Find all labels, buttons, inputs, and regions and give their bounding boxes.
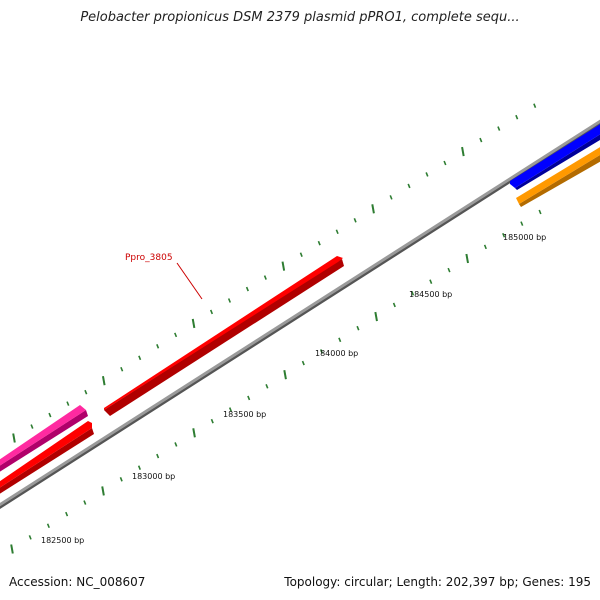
outer-tick-0 — [12, 433, 16, 443]
outer-tick-25 — [461, 146, 465, 157]
outer-tick-10 — [191, 318, 196, 329]
inner-tick-21 — [392, 302, 396, 308]
inner-tick-14 — [265, 384, 269, 389]
gene-red-left[interactable] — [0, 421, 94, 500]
inner-tick-10 — [192, 428, 196, 438]
outer-tick-22 — [407, 183, 411, 189]
outer-tick-12 — [227, 298, 232, 303]
inner-tick-9 — [174, 442, 178, 447]
tick-label-185000: 185000 bp — [503, 233, 546, 242]
gene-label-leader — [176, 262, 203, 300]
map-title: Pelobacter propionicus DSM 2379 plasmid … — [80, 10, 520, 25]
inner-tick-4 — [83, 500, 87, 505]
outer-tick-29 — [533, 103, 537, 108]
outer-tick-21 — [389, 195, 393, 200]
tick-label-184500: 184500 bp — [409, 290, 452, 299]
inner-tick-28 — [520, 221, 524, 226]
inner-tick-23 — [429, 279, 433, 285]
inner-tick-25 — [465, 253, 469, 264]
inner-tick-11 — [210, 418, 214, 424]
outer-tick-8 — [156, 344, 160, 349]
gene-label-ppro-3805[interactable]: Ppro_3805 — [125, 253, 173, 263]
inner-tick-12 — [228, 407, 233, 412]
tick-label-182500: 182500 bp — [41, 536, 84, 545]
outer-tick-2 — [48, 412, 52, 418]
outer-tick-17 — [317, 240, 321, 246]
inner-tick-0 — [10, 544, 14, 554]
inner-tick-8 — [156, 453, 160, 459]
tick-label-183000: 183000 bp — [132, 472, 175, 481]
outer-tick-28 — [515, 114, 519, 120]
outer-tick-3 — [66, 401, 70, 406]
inner-tick-18 — [338, 337, 342, 343]
inner-tick-5 — [101, 486, 105, 496]
outer-tick-13 — [245, 286, 249, 292]
gene-pink-left[interactable] — [0, 405, 88, 478]
accession-text: Accession: NC_008607 — [9, 575, 146, 589]
backbone-line — [0, 119, 600, 507]
inner-tick-29 — [538, 209, 542, 215]
outer-tick-15 — [281, 261, 286, 271]
inner-tick-6 — [119, 476, 123, 482]
outer-tick-1 — [30, 424, 34, 429]
gene-blue-right[interactable] — [510, 118, 600, 190]
outer-tick-7 — [138, 355, 142, 361]
outer-tick-27 — [497, 126, 501, 131]
outer-tick-11 — [209, 309, 214, 315]
inner-tick-15 — [283, 370, 287, 380]
outer-tick-26 — [479, 137, 483, 143]
outer-tick-14 — [263, 275, 267, 280]
topology-stats-text: Topology: circular; Length: 202,397 bp; … — [284, 575, 591, 589]
outer-tick-4 — [84, 389, 88, 395]
inner-tick-marks — [10, 209, 542, 554]
tick-label-184000: 184000 bp — [315, 349, 358, 358]
inner-tick-3 — [65, 511, 69, 517]
outer-tick-5 — [101, 376, 106, 386]
inner-tick-2 — [46, 523, 50, 529]
inner-tick-26 — [483, 244, 487, 250]
inner-tick-24 — [447, 267, 451, 273]
outer-tick-24 — [443, 160, 447, 166]
inner-tick-1 — [28, 535, 32, 540]
gene-ppro-3805[interactable] — [104, 256, 344, 416]
outer-tick-9 — [174, 332, 178, 338]
outer-tick-18 — [335, 229, 339, 235]
inner-tick-16 — [301, 360, 305, 366]
inner-tick-20 — [374, 311, 378, 322]
outer-tick-16 — [299, 252, 303, 257]
inner-tick-13 — [247, 395, 251, 401]
gene-orange-right[interactable] — [516, 141, 600, 207]
outer-tick-20 — [371, 204, 375, 214]
inner-tick-22 — [411, 291, 415, 296]
inner-tick-27 — [502, 232, 506, 238]
inner-tick-7 — [137, 465, 141, 470]
outer-tick-23 — [425, 172, 429, 177]
backbone-shadow — [0, 121, 600, 509]
inner-tick-17 — [319, 349, 324, 354]
outer-tick-19 — [353, 217, 357, 223]
inner-tick-19 — [356, 325, 360, 331]
outer-tick-6 — [120, 366, 124, 372]
outer-tick-marks — [12, 103, 537, 443]
tick-label-183500: 183500 bp — [223, 410, 266, 419]
